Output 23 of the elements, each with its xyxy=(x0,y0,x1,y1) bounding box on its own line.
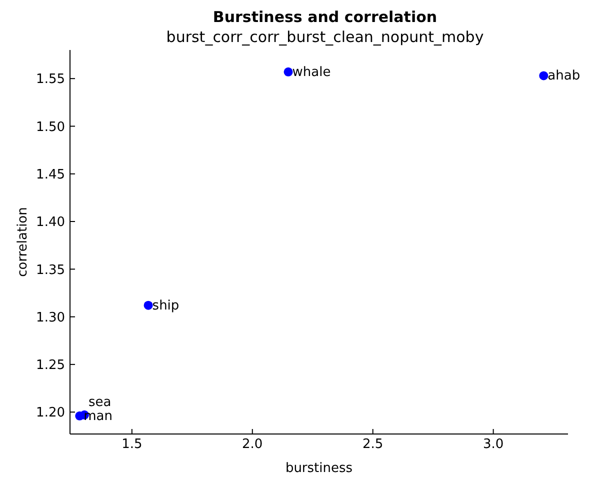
x-tick-label: 1.5 xyxy=(122,437,142,452)
point xyxy=(539,71,548,80)
y-tick-label: 1.35 xyxy=(36,262,65,278)
y-tick-label: 1.50 xyxy=(36,120,65,135)
x-tick-label: 2.0 xyxy=(242,437,263,452)
x-axis-title: burstiness xyxy=(285,461,353,476)
chart-subtitle: burst_corr_corr_burst_clean_nopunt_moby xyxy=(165,28,485,46)
x-tick-label: 3.0 xyxy=(482,437,504,452)
y-axis-title: correlation xyxy=(16,207,31,277)
y-tick-label: 1.55 xyxy=(36,72,65,88)
y-tick-label: 1.30 xyxy=(36,310,65,326)
annotation: ahab xyxy=(548,68,580,84)
annotation: sea xyxy=(88,394,112,410)
y-tick-label: 1.25 xyxy=(36,358,65,374)
y-tick-label: 1.40 xyxy=(36,215,65,230)
point xyxy=(144,300,153,310)
annotation: ship xyxy=(152,298,180,314)
y-tick-label: 1.45 xyxy=(36,167,65,182)
annotation: whale xyxy=(292,64,331,80)
y-tick-label: 1.20 xyxy=(36,406,65,421)
x-tick-label: 2.5 xyxy=(362,437,384,452)
chart-title: Burstiness and correlation xyxy=(212,8,438,26)
point xyxy=(284,67,293,76)
